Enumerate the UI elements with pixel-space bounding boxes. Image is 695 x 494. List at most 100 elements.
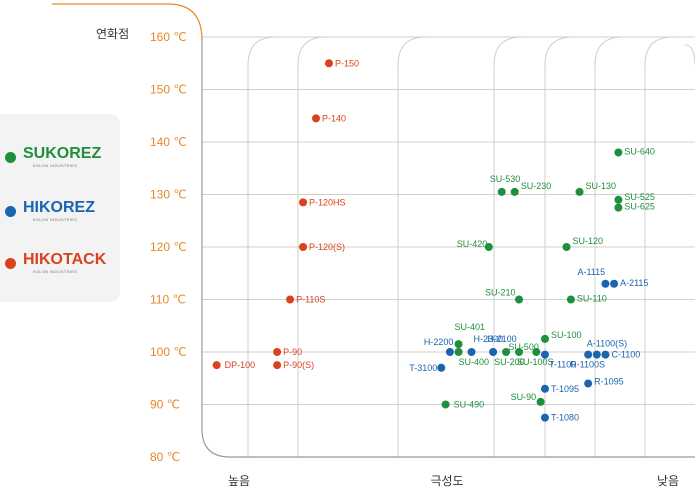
data-label: SU-90 (511, 392, 537, 402)
y-axis-label: 연화점 (96, 27, 129, 41)
data-label: P-90(S) (283, 360, 314, 370)
data-label: P-110S (296, 295, 325, 305)
data-point-su-490 (441, 400, 450, 409)
data-point-su-110 (566, 295, 575, 304)
legend-dot-hikorez (5, 206, 16, 217)
data-label: A-2115 (620, 278, 648, 288)
data-label: SU-210 (485, 288, 516, 298)
x-tick-label: 극성도 (430, 474, 463, 488)
data-label: DP-100 (225, 360, 256, 370)
data-label: T-1095 (551, 384, 579, 394)
grid-line-v (397, 36, 427, 457)
data-label: SU-530 (490, 174, 521, 184)
data-point-t-1095 (540, 384, 549, 393)
data-label: P-90 (283, 347, 302, 357)
legend-dot-hikotack (5, 258, 16, 269)
legend-label-hikotack: HIKOTACK (23, 251, 107, 268)
plot-frame (201, 37, 695, 458)
legend-label-sukorez: SUKOREZ (23, 145, 102, 162)
data-point-c-1100 (601, 350, 610, 359)
data-label: A-1100(S) (587, 339, 627, 349)
data-label: R-1100S (570, 360, 605, 370)
data-label: A-1115 (577, 267, 605, 277)
data-label: T-1100 (549, 360, 576, 370)
data-label: P-150 (335, 58, 359, 68)
y-tick-label: 130 ℃ (150, 188, 187, 202)
data-label: SU-400 (459, 357, 490, 367)
data-point-p-90 (273, 348, 282, 356)
data-point-su-230 (510, 187, 519, 196)
x-tick-label: 낮음 (657, 474, 679, 488)
data-point-su-500 (532, 348, 541, 356)
y-tick-label: 150 ℃ (150, 83, 187, 97)
data-label: P-120HS (309, 197, 346, 207)
data-label: R-1095 (594, 377, 624, 387)
y-tick-label: 120 ℃ (150, 240, 187, 254)
data-point-p-140 (312, 114, 320, 123)
data-point-su-400 (454, 348, 463, 356)
grid-line-v (297, 36, 327, 457)
data-point-su-625 (614, 203, 623, 212)
data-point-su-401 (454, 340, 463, 349)
y-tick-label: 100 ℃ (150, 345, 187, 359)
grid-corner (684, 44, 695, 66)
data-point-p-120hs (299, 198, 308, 207)
data-label: SU-420 (457, 239, 488, 249)
data-label: P-140 (322, 113, 346, 123)
data-point-a-1115 (601, 279, 610, 288)
legend-sub-hikorez: KOLON INDUSTRIES (33, 217, 78, 222)
data-label: H-2300 (474, 334, 504, 344)
data-point-su-100 (540, 334, 549, 343)
data-point-a-1100-s- (592, 350, 601, 359)
data-point-a-2115 (610, 279, 619, 288)
y-tick-label: 110 ℃ (150, 293, 186, 307)
data-label: T-1080 (551, 413, 579, 423)
y-tick-label: 90 ℃ (150, 398, 180, 412)
data-label: P-120(S) (309, 242, 345, 252)
data-point-t-1100 (540, 350, 549, 359)
grid-line-v (644, 36, 674, 457)
legend-dot-sukorez (5, 152, 16, 163)
data-label: H-2100 (487, 334, 517, 344)
legend: SUKOREZ KOLON INDUSTRIES HIKOREZ KOLON I… (0, 114, 120, 302)
data-label: T-3100 (409, 363, 437, 373)
data-label: SU-200 (494, 357, 525, 367)
data-label: SU-120 (573, 236, 604, 246)
grid-line-v (247, 36, 277, 457)
data-point-su-640 (614, 148, 623, 157)
data-label: C-1100 (611, 350, 640, 360)
data-label: H-2200 (424, 337, 454, 347)
y-tick-label: 160 ℃ (150, 30, 187, 44)
data-label: SU-525 (624, 192, 655, 202)
legend-sub-sukorez: KOLON INDUSTRIES (33, 163, 78, 168)
legend-sub-hikotack: KOLON INDUSTRIES (33, 269, 78, 274)
grid-line-v (544, 36, 574, 457)
y-tick-label: 80 ℃ (150, 450, 180, 464)
data-label: SU-640 (624, 147, 655, 157)
data-label: SU-110 (577, 294, 607, 304)
data-point-su-130 (575, 187, 584, 196)
data-label: SU-490 (454, 400, 485, 410)
data-point-dp-100 (212, 361, 221, 370)
data-label: SU-401 (455, 322, 486, 332)
data-point-h-2100 (489, 348, 498, 356)
data-point-p-90-s- (273, 361, 282, 370)
x-tick-label: 높음 (228, 474, 250, 488)
data-point-h-2200 (445, 348, 454, 356)
top-accent-line (52, 3, 203, 41)
data-point-su-525 (614, 195, 623, 204)
data-label: SU-500 (508, 342, 539, 352)
data-point-su-100s (515, 348, 524, 356)
data-point-r-1100s (584, 350, 593, 359)
data-point-r-1095 (584, 379, 593, 388)
data-label: SU-130 (586, 181, 617, 191)
data-label: SU-230 (521, 181, 552, 191)
data-label: SU-100S (517, 357, 554, 367)
data-label: SU-100 (551, 330, 582, 340)
data-point-su-530 (497, 187, 506, 196)
data-point-p-120-s- (299, 243, 308, 251)
grid-line-v (594, 36, 624, 457)
data-point-t-1080 (540, 413, 549, 422)
data-point-su-90 (536, 397, 545, 406)
